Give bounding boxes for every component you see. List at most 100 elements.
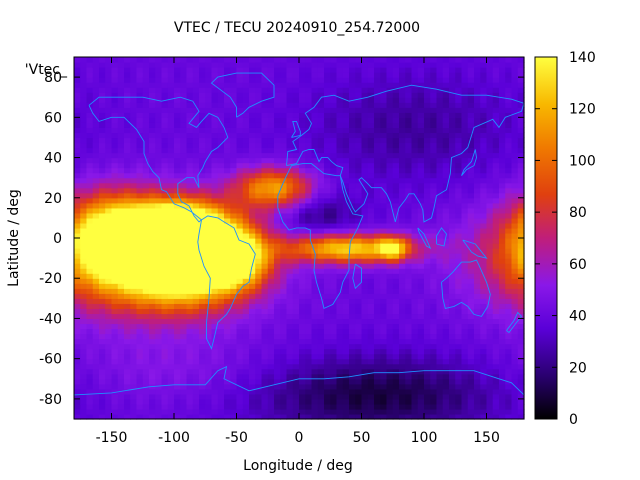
heatmap-cell bbox=[255, 353, 263, 360]
heatmap-cell bbox=[167, 137, 175, 144]
heatmap-cell bbox=[236, 373, 244, 380]
heatmap-cell bbox=[267, 77, 275, 83]
heatmap-cell bbox=[80, 87, 88, 93]
heatmap-cell bbox=[130, 383, 138, 390]
heatmap-cell bbox=[161, 197, 169, 204]
heatmap-cell bbox=[174, 343, 181, 350]
heatmap-cell bbox=[449, 82, 456, 88]
heatmap-cell bbox=[274, 353, 281, 360]
heatmap-cell bbox=[199, 192, 206, 199]
heatmap-cell bbox=[211, 187, 219, 194]
heatmap-cell bbox=[292, 172, 300, 179]
heatmap-cell bbox=[436, 263, 444, 269]
heatmap-cell bbox=[436, 303, 444, 309]
heatmap-cell bbox=[292, 263, 300, 269]
heatmap-cell bbox=[205, 238, 213, 244]
heatmap-cell bbox=[449, 212, 456, 219]
heatmap-cell bbox=[330, 393, 338, 400]
heatmap-cell bbox=[455, 62, 463, 68]
heatmap-cell bbox=[236, 222, 244, 229]
heatmap-cell bbox=[342, 192, 350, 199]
heatmap-cell bbox=[74, 248, 81, 254]
heatmap-cell bbox=[174, 147, 181, 154]
heatmap-cell bbox=[111, 82, 119, 88]
heatmap-cell bbox=[149, 102, 156, 108]
heatmap-cell bbox=[230, 283, 238, 289]
heatmap-cell bbox=[499, 97, 506, 103]
heatmap-cell bbox=[492, 212, 500, 219]
heatmap-cell bbox=[361, 127, 369, 134]
heatmap-cell bbox=[80, 162, 88, 169]
heatmap-cell bbox=[274, 77, 281, 83]
heatmap-cell bbox=[367, 273, 375, 279]
heatmap-cell bbox=[167, 182, 175, 189]
heatmap-cell bbox=[86, 273, 94, 279]
heatmap-cell bbox=[255, 182, 263, 189]
heatmap-cell bbox=[230, 308, 238, 315]
heatmap-cell bbox=[217, 343, 225, 350]
heatmap-cell bbox=[455, 298, 463, 304]
heatmap-cell bbox=[211, 268, 219, 274]
heatmap-cell bbox=[99, 243, 106, 249]
heatmap-cell bbox=[336, 303, 344, 309]
heatmap-cell bbox=[324, 413, 331, 420]
heatmap-cell bbox=[174, 67, 181, 73]
heatmap-cell bbox=[399, 278, 406, 284]
heatmap-cell bbox=[399, 177, 406, 184]
heatmap-cell bbox=[174, 373, 181, 380]
heatmap-cell bbox=[411, 398, 419, 405]
heatmap-cell bbox=[342, 368, 350, 375]
heatmap-cell bbox=[430, 333, 438, 340]
heatmap-cell bbox=[342, 87, 350, 93]
heatmap-cell bbox=[374, 67, 381, 73]
heatmap-cell bbox=[174, 142, 181, 149]
heatmap-cell bbox=[105, 107, 113, 113]
heatmap-cell bbox=[367, 238, 375, 244]
heatmap-cell bbox=[111, 298, 119, 304]
heatmap-cell bbox=[249, 303, 256, 309]
heatmap-cell bbox=[274, 97, 281, 103]
heatmap-cell bbox=[442, 298, 450, 304]
heatmap-cell bbox=[411, 403, 419, 410]
heatmap-cell bbox=[317, 303, 325, 309]
heatmap-cell bbox=[399, 398, 406, 405]
heatmap-cell bbox=[492, 403, 500, 410]
heatmap-cell bbox=[505, 288, 513, 294]
heatmap-cell bbox=[411, 258, 419, 264]
heatmap-cell bbox=[261, 167, 269, 174]
heatmap-cell bbox=[180, 77, 188, 83]
heatmap-cell bbox=[405, 348, 413, 355]
heatmap-cell bbox=[417, 212, 425, 219]
heatmap-cell bbox=[105, 393, 113, 400]
heatmap-cell bbox=[230, 157, 238, 164]
heatmap-cell bbox=[86, 107, 94, 113]
heatmap-cell bbox=[117, 212, 125, 219]
heatmap-cell bbox=[136, 172, 144, 179]
heatmap-cell bbox=[224, 293, 231, 299]
heatmap-cell bbox=[480, 318, 488, 325]
heatmap-cell bbox=[186, 248, 194, 254]
heatmap-cell bbox=[442, 248, 450, 254]
heatmap-cell bbox=[367, 333, 375, 340]
heatmap-cell bbox=[99, 127, 106, 134]
heatmap-cell bbox=[180, 353, 188, 360]
heatmap-cell bbox=[105, 248, 113, 254]
heatmap-cell bbox=[405, 167, 413, 174]
heatmap-cell bbox=[355, 323, 363, 330]
heatmap-cell bbox=[161, 127, 169, 134]
heatmap-cell bbox=[92, 243, 100, 249]
heatmap-cell bbox=[411, 303, 419, 309]
heatmap-cell bbox=[424, 122, 431, 128]
heatmap-cell bbox=[405, 313, 413, 320]
heatmap-cell bbox=[392, 308, 400, 315]
heatmap-cell bbox=[117, 132, 125, 139]
heatmap-cell bbox=[399, 67, 406, 73]
heatmap-cell bbox=[367, 102, 375, 108]
heatmap-cell bbox=[199, 408, 206, 415]
heatmap-cell bbox=[486, 62, 494, 68]
heatmap-cell bbox=[280, 107, 288, 113]
heatmap-cell bbox=[367, 62, 375, 68]
heatmap-cell bbox=[317, 318, 325, 325]
heatmap-cell bbox=[474, 142, 481, 149]
heatmap-cell bbox=[186, 147, 194, 154]
